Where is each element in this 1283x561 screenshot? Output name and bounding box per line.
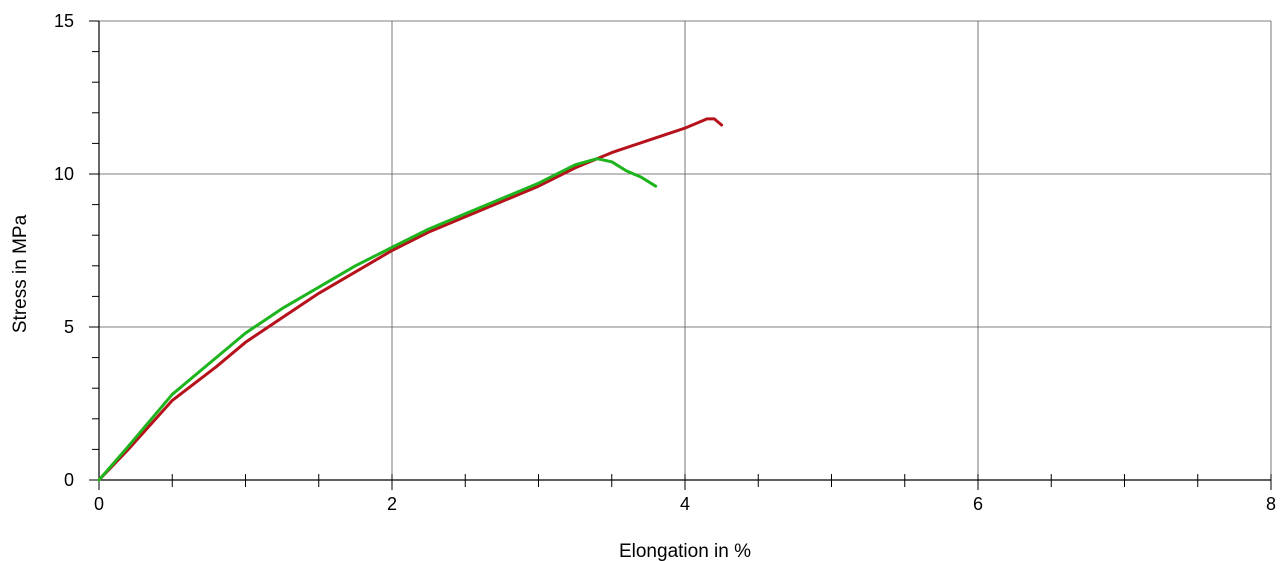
x-tick-label-0: 0: [94, 494, 104, 514]
series-layer: [97, 117, 724, 482]
x-axis-title: Elongation in %: [619, 541, 751, 561]
series-line-1: [97, 117, 724, 482]
y-tick-label-3: 15: [54, 11, 74, 31]
series-line-2: [97, 157, 658, 482]
y-tick-label-1: 5: [64, 317, 74, 337]
x-tick-label-3: 6: [973, 494, 983, 514]
x-tick-label-4: 8: [1266, 494, 1276, 514]
minor-ticks: [89, 20, 1272, 490]
tick-labels: 0 2 4 6 8 0 5 10 15: [54, 11, 1276, 514]
axes: [98, 21, 1271, 481]
x-tick-label-2: 4: [680, 494, 690, 514]
y-tick-label-0: 0: [64, 470, 74, 490]
y-tick-label-2: 10: [54, 164, 74, 184]
grid: [99, 20, 1272, 480]
x-tick-label-1: 2: [387, 494, 397, 514]
y-axis-title: Stress in MPa: [10, 214, 31, 333]
